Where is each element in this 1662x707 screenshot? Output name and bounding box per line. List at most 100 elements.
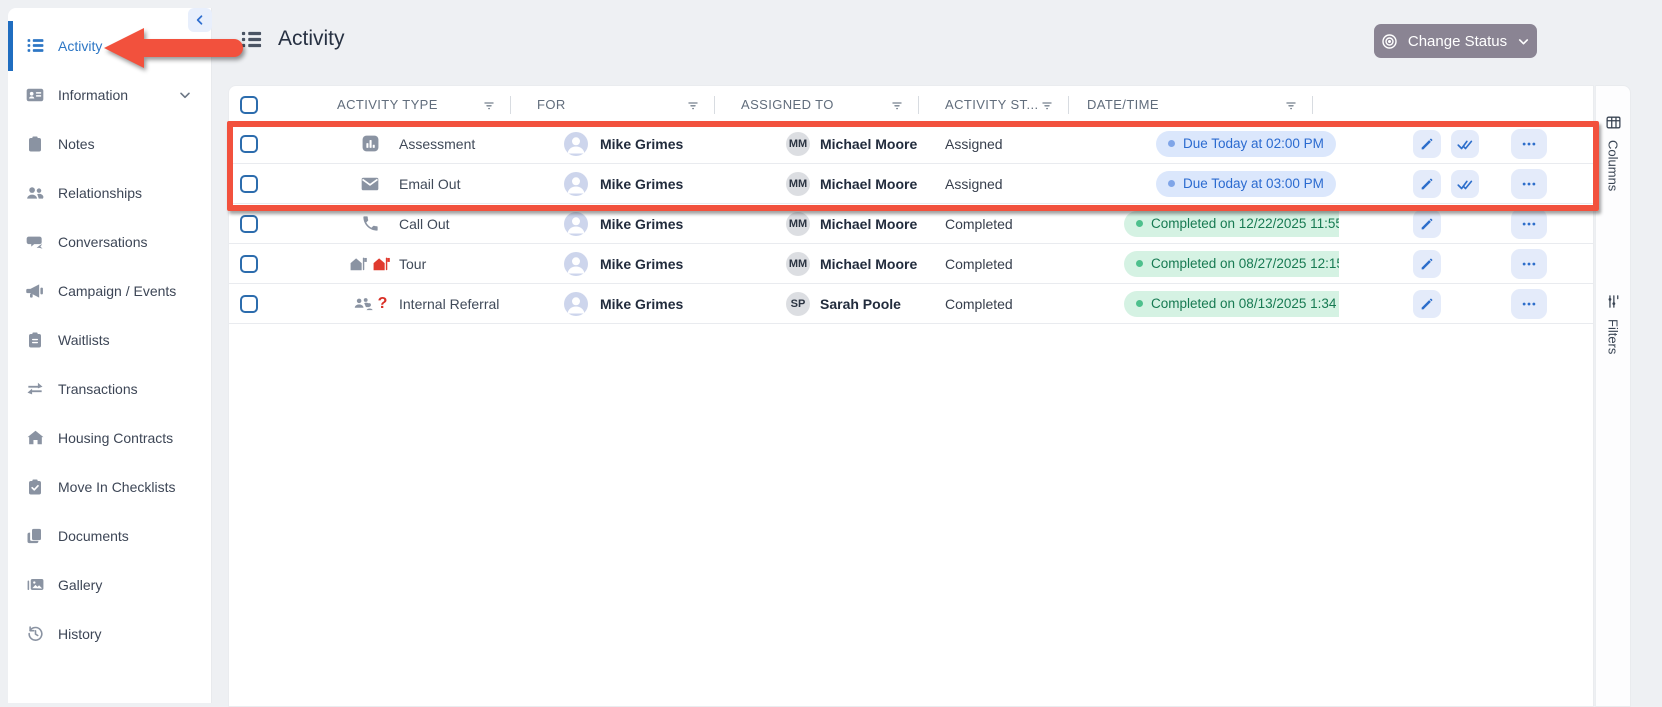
select-all-checkbox[interactable] — [240, 95, 258, 114]
people-icon — [24, 182, 46, 204]
status-text: Completed — [945, 215, 1013, 232]
clipboard-check-icon — [24, 476, 46, 498]
filter-sliders-icon — [1605, 293, 1622, 310]
assigned-name: Michael Moore — [820, 135, 918, 152]
mark-complete-button[interactable] — [1451, 129, 1479, 158]
edit-button[interactable] — [1413, 129, 1441, 158]
activity-type-label: Tour — [399, 255, 427, 272]
sidebar-item-label: History — [58, 625, 102, 642]
more-actions-button[interactable] — [1511, 128, 1547, 159]
table-row: Tour Mike Grimes MM Michael Moore Comple… — [229, 244, 1593, 284]
for-name: Mike Grimes — [600, 255, 684, 272]
initials-avatar: SP — [786, 291, 810, 316]
columns-panel-label: Columns — [1605, 140, 1621, 192]
sidebar-item-conversations[interactable]: Conversations — [8, 217, 211, 266]
sidebar-item-label: Transactions — [58, 380, 138, 397]
filters-panel-label: Filters — [1605, 319, 1621, 355]
filter-icon[interactable] — [1283, 97, 1299, 113]
gallery-icon — [24, 574, 46, 596]
edit-button[interactable] — [1413, 169, 1441, 198]
more-actions-button[interactable] — [1511, 248, 1547, 279]
sidebar-item-label: Notes — [58, 135, 95, 152]
edit-button[interactable] — [1413, 289, 1441, 318]
for-name: Mike Grimes — [600, 135, 684, 152]
sidebar-item-campaign-events[interactable]: Campaign / Events — [8, 266, 211, 315]
column-header-assigned-to: ASSIGNED TO — [741, 97, 834, 112]
change-status-label: Change Status — [1407, 32, 1508, 50]
columns-panel-tab[interactable]: Columns — [1605, 114, 1622, 191]
sidebar-item-housing-contracts[interactable]: Housing Contracts — [8, 413, 211, 462]
column-divider — [1067, 95, 1069, 114]
status-badge: Due Today at 02:00 PM — [1156, 130, 1336, 157]
transfer-arrows-icon — [24, 378, 46, 400]
sidebar-item-documents[interactable]: Documents — [8, 511, 211, 560]
sidebar-item-transactions[interactable]: Transactions — [8, 364, 211, 413]
row-checkbox[interactable] — [240, 294, 258, 313]
list-icon — [24, 35, 46, 57]
history-icon — [24, 623, 46, 645]
filters-panel-tab[interactable]: Filters — [1605, 293, 1622, 355]
more-actions-button[interactable] — [1511, 288, 1547, 319]
initials-avatar: MM — [786, 171, 810, 196]
sidebar-item-label: Move In Checklists — [58, 478, 176, 495]
filter-icon[interactable] — [1039, 97, 1055, 113]
person-avatar — [564, 251, 588, 276]
sidebar-item-history[interactable]: History — [8, 609, 211, 658]
clipboard-icon — [24, 133, 46, 155]
change-status-button[interactable]: Change Status — [1374, 24, 1537, 58]
chevron-down-icon — [177, 87, 193, 103]
page-header: Activity — [240, 27, 345, 51]
id-card-icon — [24, 84, 46, 106]
edit-button[interactable] — [1413, 249, 1441, 278]
question-mark-icon: ? — [377, 294, 388, 312]
assigned-name: Michael Moore — [820, 175, 918, 192]
activity-type-label: Call Out — [399, 215, 450, 232]
row-checkbox[interactable] — [240, 214, 258, 233]
envelope-icon — [360, 174, 380, 194]
row-checkbox[interactable] — [240, 174, 258, 193]
for-name: Mike Grimes — [600, 215, 684, 232]
more-actions-button[interactable] — [1511, 168, 1547, 199]
sidebar: Activity Information Notes Relationships… — [8, 8, 212, 703]
filter-icon[interactable] — [481, 97, 497, 113]
sidebar-item-move-in-checklists[interactable]: Move In Checklists — [8, 462, 211, 511]
person-avatar — [564, 291, 588, 316]
sidebar-collapse-button[interactable] — [188, 8, 212, 32]
sidebar-item-label: Activity — [58, 37, 103, 54]
house-flag-icon — [349, 254, 368, 273]
mark-complete-button[interactable] — [1451, 169, 1479, 198]
row-checkbox[interactable] — [240, 254, 258, 273]
sidebar-item-waitlists[interactable]: Waitlists — [8, 315, 211, 364]
clipboard-list-icon — [24, 329, 46, 351]
row-checkbox[interactable] — [240, 134, 258, 153]
person-avatar — [564, 131, 588, 156]
column-header-datetime: DATE/TIME — [1087, 97, 1159, 112]
more-actions-button[interactable] — [1511, 208, 1547, 239]
sidebar-item-label: Gallery — [58, 576, 103, 593]
initials-avatar: MM — [786, 251, 810, 276]
bullseye-icon — [1380, 32, 1399, 51]
sidebar-item-label: Information — [58, 86, 129, 103]
assigned-name: Michael Moore — [820, 215, 918, 232]
activity-table: ACTIVITY TYPE FOR ASSIGNED TO ACTIVITY S… — [228, 85, 1594, 707]
people-group-icon — [353, 293, 374, 314]
sidebar-item-relationships[interactable]: Relationships — [8, 168, 211, 217]
assigned-name: Sarah Poole — [820, 295, 901, 312]
column-divider — [918, 95, 919, 114]
activity-type-label: Internal Referral — [399, 295, 500, 312]
bar-chart-icon — [361, 134, 380, 153]
sidebar-item-activity[interactable]: Activity — [8, 21, 211, 70]
sidebar-item-notes[interactable]: Notes — [8, 119, 211, 168]
sidebar-item-gallery[interactable]: Gallery — [8, 560, 211, 609]
filter-icon[interactable] — [685, 97, 701, 113]
filter-icon[interactable] — [889, 97, 905, 113]
sidebar-item-information[interactable]: Information — [8, 70, 211, 119]
table-row: Call Out Mike Grimes MM Michael Moore Co… — [229, 204, 1593, 244]
phone-icon — [361, 214, 380, 233]
edit-button[interactable] — [1413, 209, 1441, 238]
activity-type-label: Assessment — [399, 135, 476, 152]
list-icon — [240, 28, 263, 51]
table-row: ? Internal Referral Mike Grimes SP Sarah… — [229, 284, 1593, 324]
dot-icon — [1168, 140, 1175, 147]
sidebar-item-label: Relationships — [58, 184, 143, 201]
